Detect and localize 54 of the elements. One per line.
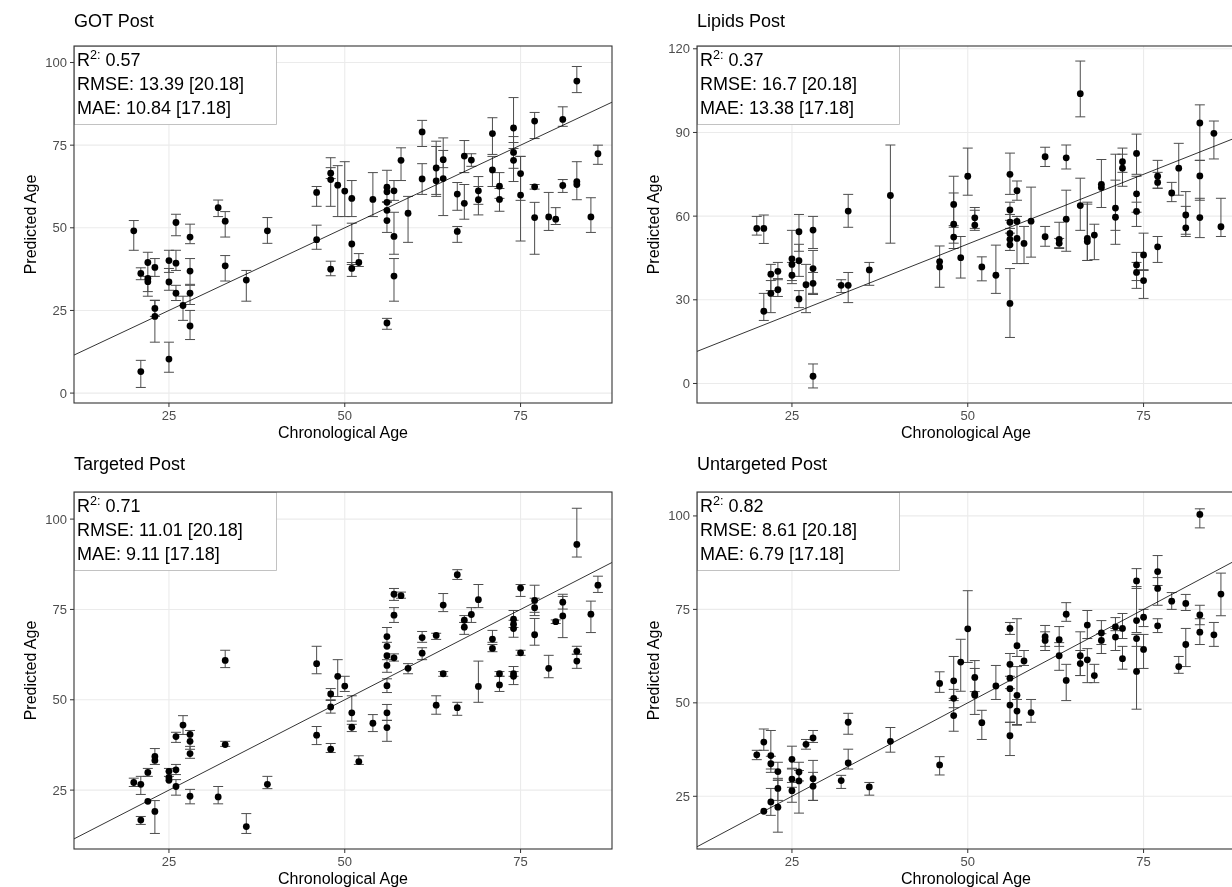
annotation: MAE: 6.79 [17.18] [700,544,845,564]
chart-title: GOT Post [74,11,154,31]
x-tick-label: 50 [337,854,352,869]
y-tick-label: 100 [45,511,67,527]
y-tick-label: 100 [668,508,690,524]
y-tick-label: 50 [52,692,67,708]
x-tick-label: 25 [784,854,800,869]
annotation: RMSE: 11.01 [20.18] [77,520,243,540]
y-tick-label: 25 [675,788,690,804]
x-axis-title: Chronological Age [901,870,1032,887]
y-tick-label: 25 [52,302,67,318]
y-axis-title: Predicted Age [645,620,662,721]
y-tick-label: 75 [52,137,67,153]
x-tick-label: 25 [784,408,800,423]
x-tick-label: 75 [513,408,528,423]
annotation: RMSE: 13.39 [20.18] [77,74,245,94]
annotation: R$^{2:}$ 0.71 [77,494,141,516]
x-tick-label: 50 [960,408,975,423]
annotation: R$^{2:}$ 0.82 [700,494,764,516]
annotation: R$^{2:}$ 0.57 [77,48,141,70]
y-tick-label: 0 [682,375,690,391]
x-axis-title: Chronological Age [278,424,409,441]
x-tick-label: 75 [1136,408,1151,423]
y-tick-label: 60 [675,208,690,224]
annotation: MAE: 13.38 [17.18] [700,98,855,118]
chart-title: Targeted Post [74,454,186,474]
y-axis-title: Predicted Age [22,174,39,275]
chart-title: Untargeted Post [697,454,828,474]
y-tick-label: 90 [675,124,690,140]
y-tick-label: 120 [668,41,690,57]
annotation: MAE: 10.84 [17.18] [77,98,232,118]
x-tick-label: 50 [960,854,975,869]
y-tick-label: 25 [52,782,67,798]
annotation: RMSE: 16.7 [20.18] [700,74,858,94]
x-tick-label: 25 [161,854,177,869]
x-axis-title: Chronological Age [278,870,409,887]
y-tick-label: 75 [52,601,67,617]
y-tick-label: 50 [52,220,67,236]
y-axis-title: Predicted Age [645,174,662,275]
x-tick-label: 75 [513,854,528,869]
y-tick-label: 100 [45,55,67,71]
annotation: MAE: 9.11 [17.18] [77,544,220,564]
x-tick-label: 75 [1136,854,1151,869]
x-tick-label: 25 [161,408,177,423]
annotation: RMSE: 8.61 [20.18] [700,520,858,540]
chart-title: Lipids Post [697,11,786,31]
x-axis-title: Chronological Age [901,424,1032,441]
annotation: R$^{2:}$ 0.37 [700,48,764,70]
y-tick-label: 75 [675,601,690,617]
x-tick-label: 50 [337,408,352,423]
y-axis-title: Predicted Age [22,620,39,721]
y-tick-label: 50 [675,695,690,711]
y-tick-label: 30 [675,292,690,308]
y-tick-label: 0 [59,385,67,401]
